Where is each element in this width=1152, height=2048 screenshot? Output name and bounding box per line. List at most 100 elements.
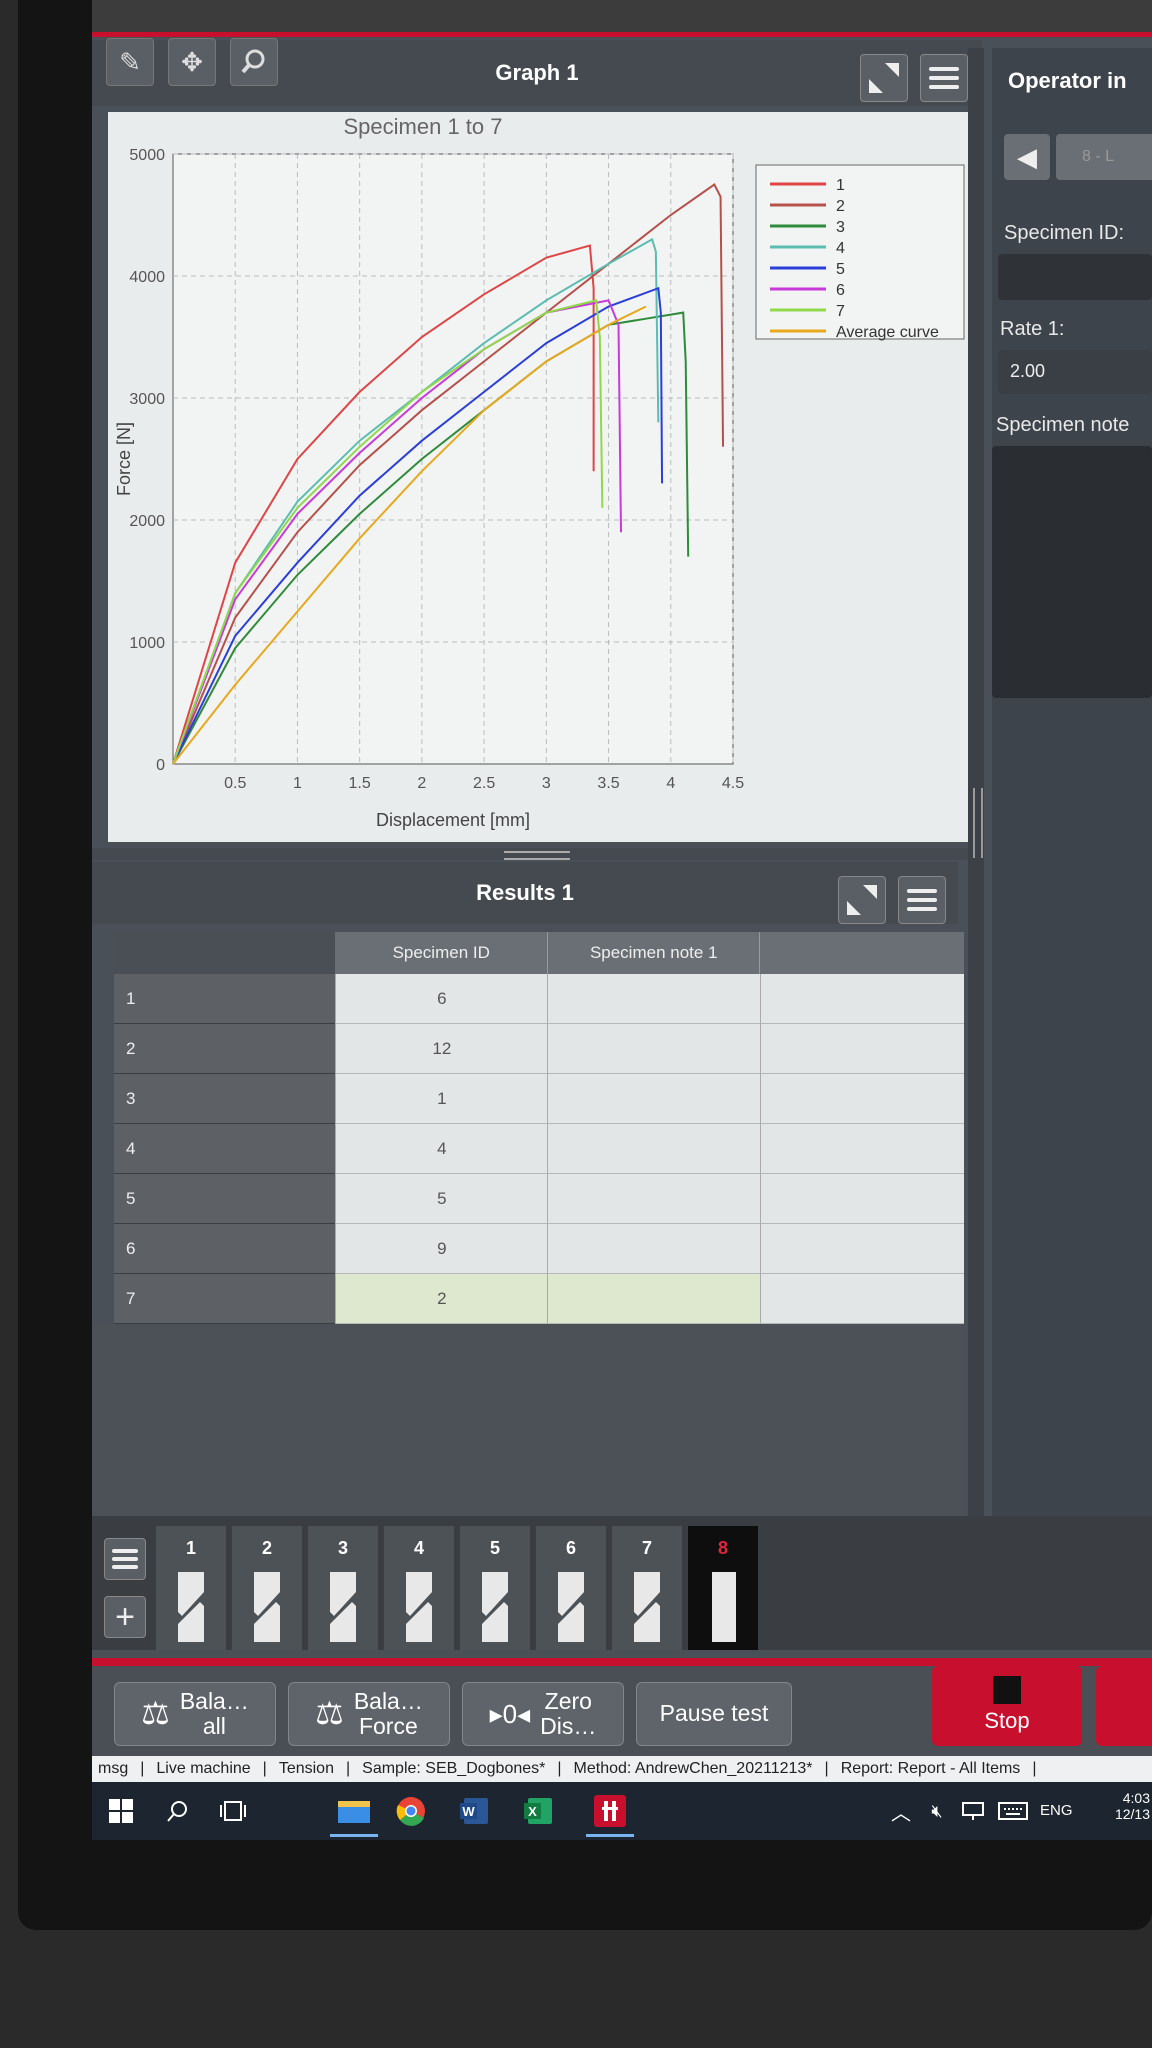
specimen-note-cell[interactable] [547, 1074, 760, 1124]
clock[interactable]: 4:03 12/13 [1100, 1790, 1150, 1822]
specimen-selector[interactable]: 8 - L [1056, 134, 1152, 180]
specimen-note-cell[interactable] [547, 974, 760, 1024]
broken-specimen-icon [558, 1572, 584, 1642]
balance-force-button[interactable]: ⚖ Bala… Force [288, 1682, 450, 1746]
specimen-tab-3[interactable]: 3 [308, 1526, 378, 1650]
legend-label: 6 [836, 282, 845, 299]
chevron-up-icon: ︿ [891, 1802, 911, 1825]
pan-tool-button[interactable]: ✥ [168, 38, 216, 86]
specimen-id-cell[interactable]: 9 [335, 1224, 548, 1274]
status-item: Sample: SEB_Dogbones* [362, 1760, 546, 1777]
add-specimen-button[interactable]: + [104, 1596, 146, 1638]
file-explorer-taskbar-icon[interactable] [330, 1792, 378, 1830]
specimen-id-cell[interactable]: 1 [335, 1074, 548, 1124]
specimen-tab-number: 7 [641, 1538, 652, 1558]
specimen-tab-5[interactable]: 5 [460, 1526, 530, 1650]
status-separator: | [824, 1760, 829, 1777]
empty-cell [759, 1274, 964, 1324]
vertical-splitter-grip [973, 788, 983, 858]
vertical-splitter[interactable] [968, 48, 984, 1516]
legend-label: Average curve [836, 324, 939, 341]
specimen-id-cell[interactable]: 12 [335, 1024, 548, 1074]
pause-test-label: Pause test [659, 1700, 769, 1727]
specimen-note-cell[interactable] [547, 1124, 760, 1174]
legend-label: 1 [836, 177, 845, 194]
pencil-tool-button[interactable]: ✎ [106, 38, 154, 86]
x-tick-label: 0.5 [224, 775, 246, 792]
next-action-button[interactable] [1096, 1666, 1152, 1746]
excel-taskbar-icon[interactable]: X [520, 1792, 558, 1830]
specimen-note-cell[interactable] [547, 1174, 760, 1224]
specimen-menu-button[interactable] [104, 1538, 146, 1580]
series-line-2 [172, 183, 725, 765]
specimen-tab-6[interactable]: 6 [536, 1526, 606, 1650]
status-separator: | [1032, 1760, 1037, 1777]
specimen-note-cell[interactable] [547, 1224, 760, 1274]
chrome-taskbar-icon[interactable] [392, 1792, 430, 1830]
specimen-note-cell[interactable] [547, 1024, 760, 1074]
word-taskbar-icon[interactable]: W [456, 1792, 494, 1830]
status-separator: | [557, 1760, 562, 1777]
show-hidden-icons-button[interactable]: ︿ [882, 1792, 920, 1830]
graph-menu-button[interactable] [920, 54, 968, 102]
language-indicator[interactable]: ENG [1040, 1802, 1073, 1819]
specimen-note-cell[interactable] [547, 1274, 760, 1324]
zero-displacement-button[interactable]: ▸0◂ Zero Dis… [462, 1682, 624, 1746]
status-separator: | [140, 1760, 145, 1777]
results-menu-button[interactable] [898, 876, 946, 924]
specimen-note-input[interactable] [992, 446, 1152, 698]
active-app-indicator [330, 1834, 378, 1837]
excel-icon: X [524, 1798, 552, 1824]
empty-cell [759, 1074, 964, 1124]
svg-text:X: X [528, 1804, 537, 1819]
hamburger-icon [112, 1549, 138, 1569]
specimen-id-cell[interactable]: 6 [335, 974, 548, 1024]
specimen-tab-2[interactable]: 2 [232, 1526, 302, 1650]
row-index: 1 [114, 974, 336, 1024]
specimen-tab-8[interactable]: 8 [688, 1526, 758, 1650]
volume-button[interactable]: 🔇︎ [918, 1792, 956, 1830]
specimen-id-cell[interactable]: 5 [335, 1174, 548, 1224]
search-icon [167, 1801, 187, 1822]
task-view-button[interactable] [214, 1792, 252, 1830]
results-empty-area [92, 1324, 964, 1516]
rate-input[interactable]: 2.00 [998, 350, 1152, 394]
pause-test-button[interactable]: Pause test [636, 1682, 792, 1746]
specimen-tab-1[interactable]: 1 [156, 1526, 226, 1650]
column-header-specimen-id[interactable]: Specimen ID [335, 932, 547, 974]
series-line-5 [172, 286, 664, 765]
row-index: 2 [114, 1024, 336, 1074]
graph-expand-button[interactable] [860, 54, 908, 102]
row-index: 7 [114, 1274, 336, 1324]
specimen-id-cell[interactable]: 2 [335, 1274, 548, 1324]
start-button[interactable] [102, 1792, 140, 1830]
search-taskbar-button[interactable] [158, 1792, 196, 1830]
specimen-prev-button[interactable]: ◀ [1004, 134, 1050, 180]
zero-icon: ▸0◂ [489, 1698, 531, 1729]
keyboard-button[interactable] [994, 1792, 1032, 1830]
panel-splitter[interactable] [92, 848, 974, 860]
broken-specimen-icon [178, 1572, 204, 1642]
operator-panel: Operator in ◀ 8 - L Specimen ID: Rate 1:… [992, 48, 1152, 1516]
specimen-tab-7[interactable]: 7 [612, 1526, 682, 1650]
specimen-id-cell[interactable]: 4 [335, 1124, 548, 1174]
network-button[interactable] [954, 1792, 992, 1830]
word-icon: W [460, 1798, 488, 1824]
results-expand-button[interactable] [838, 876, 886, 924]
bluehill-taskbar-icon[interactable] [586, 1792, 634, 1830]
balance-all-button[interactable]: ⚖ Bala… all [114, 1682, 276, 1746]
stop-square-icon [993, 1676, 1021, 1704]
specimen-id-input[interactable] [998, 254, 1152, 300]
zoom-tool-button[interactable] [230, 38, 278, 86]
chart-title: Specimen 1 to 7 [344, 114, 503, 139]
specimen-tab-4[interactable]: 4 [384, 1526, 454, 1650]
table-row[interactable]: 2 12 [114, 1024, 964, 1074]
stop-button[interactable]: Stop [932, 1666, 1082, 1746]
column-header-specimen-note[interactable]: Specimen note 1 [546, 932, 760, 974]
